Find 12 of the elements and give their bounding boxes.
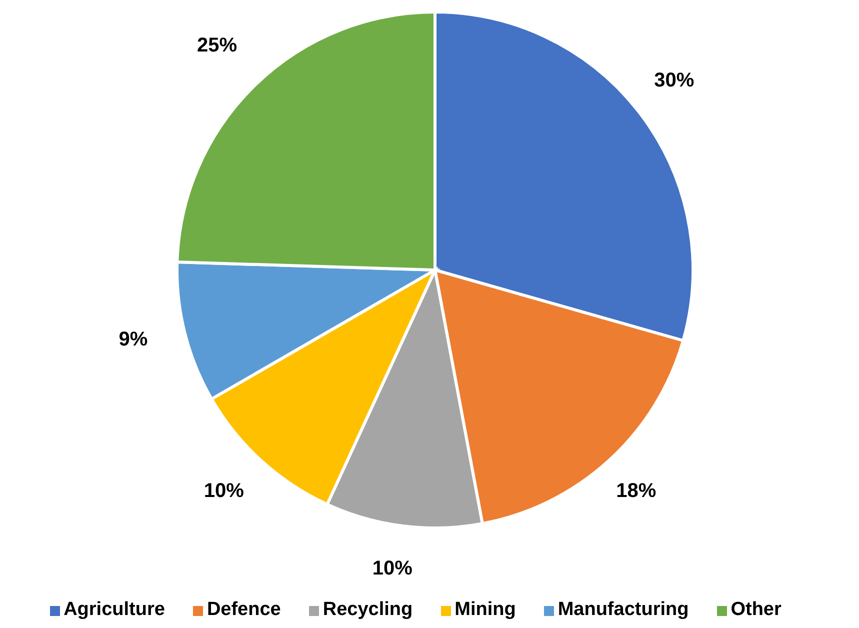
data-label: 18% (616, 480, 656, 502)
legend-label: Mining (454, 599, 516, 620)
data-label: 9% (118, 328, 148, 351)
data-label: 10% (204, 480, 244, 502)
legend-label: Recycling (322, 599, 413, 620)
legend-label: Agriculture (64, 599, 165, 620)
data-label: 30% (654, 70, 694, 92)
legend-label: Defence (206, 599, 281, 620)
legend-label: Manufacturing (558, 599, 689, 620)
data-label: 25% (196, 34, 238, 56)
data-label: 10% (372, 558, 413, 580)
legend-label: Other (730, 599, 782, 620)
